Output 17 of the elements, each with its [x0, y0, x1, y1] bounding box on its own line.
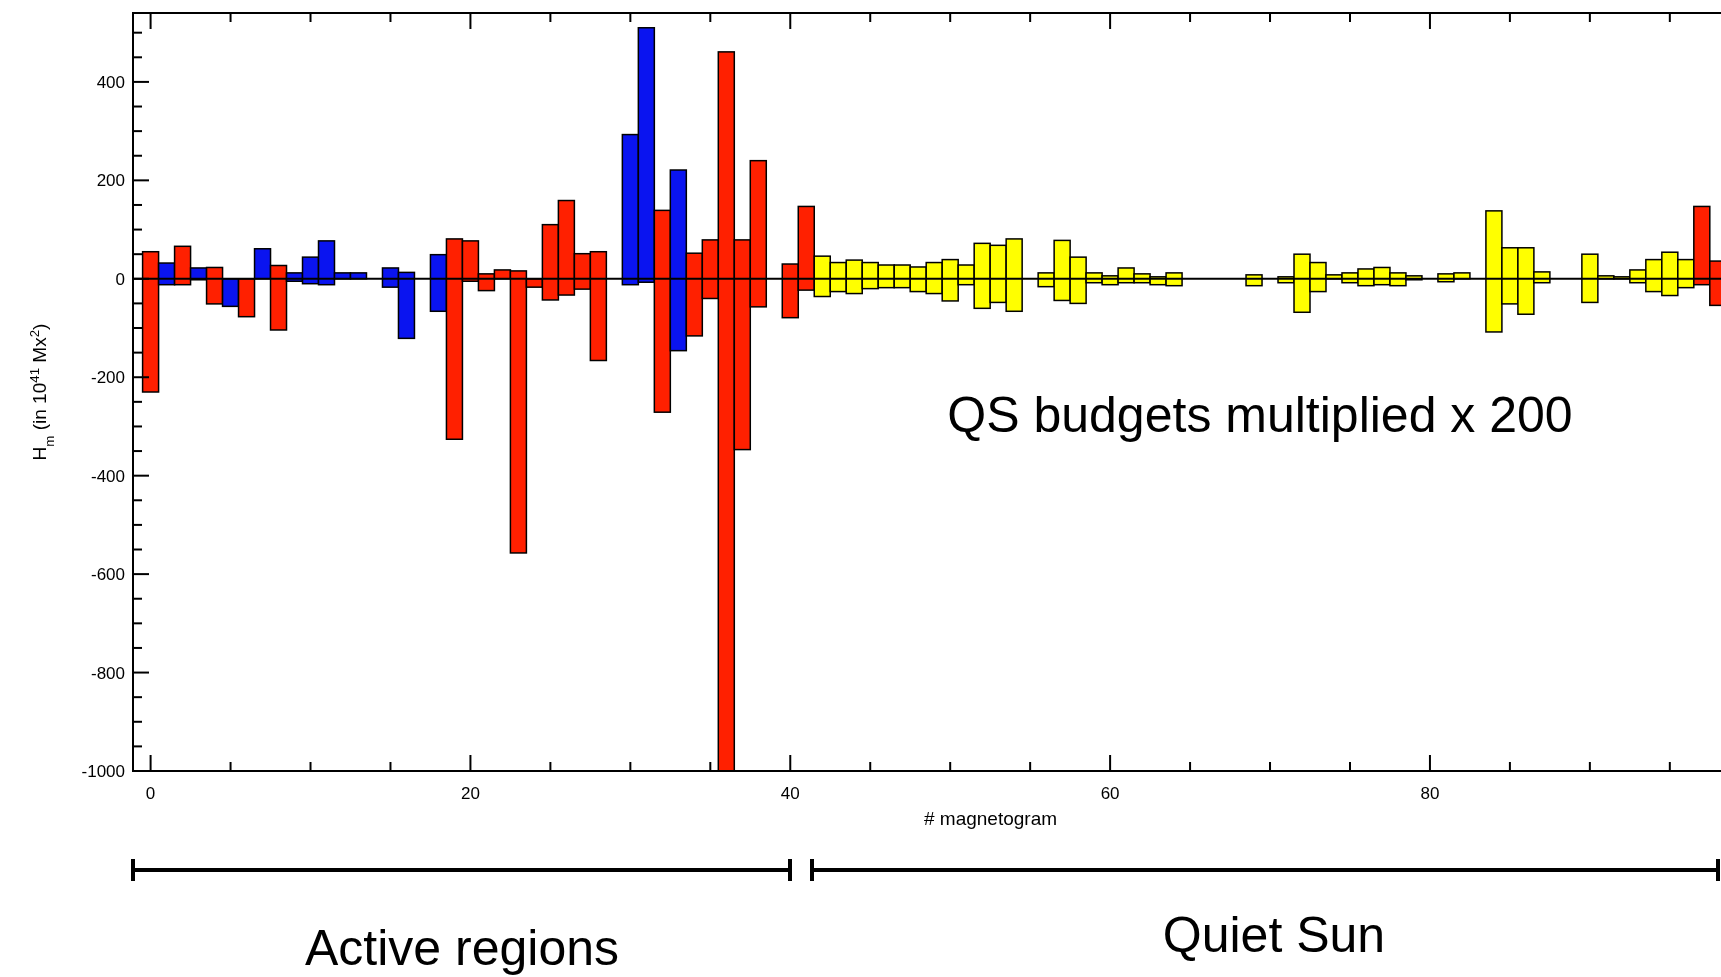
x-tick-label: 60	[1100, 784, 1120, 803]
y-tick-label: -400	[90, 466, 125, 486]
annotation: QS budgets multiplied x 200	[947, 387, 1573, 443]
x-tick-label: 20	[460, 784, 480, 803]
y-tick-label: 200	[96, 171, 125, 191]
x-tick-label: 80	[1420, 784, 1440, 803]
y-tick-label: 0	[115, 269, 125, 289]
x-axis-title: # magnetogram	[923, 808, 1058, 829]
text: Active regions	[304, 920, 620, 976]
x-tick-label: 40	[780, 784, 800, 803]
y-tick-label: -1000	[81, 762, 125, 781]
text: Quiet Sun	[1162, 907, 1386, 963]
y-tick-label: -200	[90, 368, 125, 388]
y-tick-label: 400	[96, 72, 125, 92]
y-tick-label: -800	[90, 663, 125, 683]
x-tick-label: 0	[145, 784, 156, 803]
y-tick-label: -600	[90, 565, 125, 585]
